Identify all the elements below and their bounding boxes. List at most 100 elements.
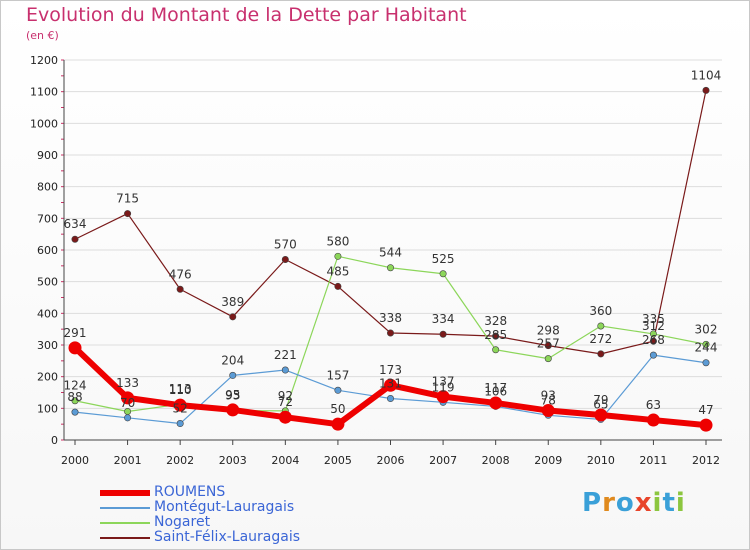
data-point [702, 359, 710, 367]
legend-label: Saint-Félix-Lauragais [154, 529, 301, 545]
x-tick-label: 2009 [534, 454, 562, 467]
data-label: 72 [278, 395, 293, 409]
data-point [489, 396, 503, 410]
data-point [702, 340, 710, 348]
x-tick-label: 2010 [587, 454, 615, 467]
data-point [541, 404, 555, 418]
y-tick-label: 100 [37, 402, 58, 415]
data-label: 525 [432, 252, 455, 266]
y-tick-label: 400 [37, 307, 58, 320]
data-point [334, 386, 342, 394]
data-point [544, 342, 552, 350]
x-tick-label: 2008 [482, 454, 510, 467]
legend-label: Nogaret [154, 514, 211, 530]
data-point [176, 420, 184, 428]
data-label: 110 [169, 383, 192, 397]
chart-title: Evolution du Montant de la Dette par Hab… [26, 4, 467, 26]
axes: 0 100 200 300 400 500 600 700 800 900 1000 1100 1200… [30, 54, 722, 467]
logo-letter: P [582, 488, 603, 518]
logo-letter: x [634, 488, 653, 518]
data-label: 360 [589, 304, 612, 318]
data-label: 63 [646, 398, 661, 412]
data-point [492, 346, 500, 354]
data-point [439, 270, 447, 278]
data-point [226, 403, 240, 417]
logo-letter: t [662, 488, 676, 518]
data-point [331, 417, 345, 431]
data-label: 570 [274, 238, 297, 252]
data-point [649, 337, 657, 345]
data-label: 291 [64, 326, 87, 340]
data-point [386, 264, 394, 272]
series-layer [68, 86, 713, 432]
y-tick-label: 0 [51, 434, 58, 447]
data-point [68, 341, 82, 355]
data-point [594, 408, 608, 422]
data-point [492, 332, 500, 340]
data-label: 52 [173, 402, 188, 416]
data-label: 312 [642, 319, 665, 333]
data-label: 204 [221, 353, 244, 367]
data-label: 88 [67, 390, 82, 404]
data-label: 244 [695, 341, 718, 355]
data-point [649, 351, 657, 359]
x-tick-label: 2003 [219, 454, 247, 467]
data-label: 298 [537, 324, 560, 338]
data-point [71, 408, 79, 416]
data-label: 257 [537, 337, 560, 351]
data-point [124, 210, 132, 218]
x-tick-label: 2012 [692, 454, 720, 467]
data-label: 580 [326, 234, 349, 248]
data-point [71, 397, 79, 405]
legend-label: ROUMENS [154, 484, 226, 500]
data-label: 117 [484, 381, 507, 395]
logo-letter: i [652, 488, 663, 518]
data-label: 634 [64, 217, 87, 231]
data-point [229, 313, 237, 321]
y-tick-label: 1100 [30, 86, 58, 99]
data-point [229, 371, 237, 379]
data-label: 106 [484, 384, 507, 398]
y-tick-label: 900 [37, 149, 58, 162]
data-label: 124 [64, 379, 87, 393]
data-label: 544 [379, 246, 402, 260]
data-point [384, 378, 397, 392]
data-label: 272 [589, 332, 612, 346]
data-label: 65 [593, 397, 608, 411]
data-label: 328 [484, 314, 507, 328]
data-point [597, 322, 605, 330]
data-point [649, 330, 657, 338]
data-point [173, 398, 187, 412]
legend-swatch [100, 490, 150, 496]
x-tick-label: 2002 [166, 454, 194, 467]
data-label: 119 [432, 380, 455, 394]
y-tick-label: 200 [37, 371, 58, 384]
data-point [71, 235, 79, 243]
data-label: 95 [225, 388, 240, 402]
proxiti-logo: Proxiti [582, 488, 686, 518]
data-label: 157 [326, 368, 349, 382]
data-point [544, 355, 552, 363]
data-point [439, 330, 447, 338]
data-label: 133 [116, 376, 139, 390]
data-label: 715 [116, 192, 139, 206]
x-tick-label: 2004 [271, 454, 299, 467]
data-point [334, 252, 342, 260]
y-tick-label: 1200 [30, 54, 58, 67]
x-tick-label: 2001 [114, 454, 142, 467]
y-tick-label: 1000 [30, 117, 58, 130]
data-point [386, 395, 394, 403]
data-point [281, 255, 289, 263]
data-label: 302 [695, 322, 718, 336]
data-label: 389 [221, 295, 244, 309]
data-point [124, 414, 132, 422]
x-tick-label: 2000 [61, 454, 89, 467]
data-label: 131 [379, 377, 402, 391]
data-point [278, 410, 292, 424]
chart-subtitle: (en €) [26, 29, 59, 42]
data-point [176, 285, 184, 293]
data-label: 1104 [691, 68, 722, 82]
x-tick-label: 2011 [639, 454, 667, 467]
